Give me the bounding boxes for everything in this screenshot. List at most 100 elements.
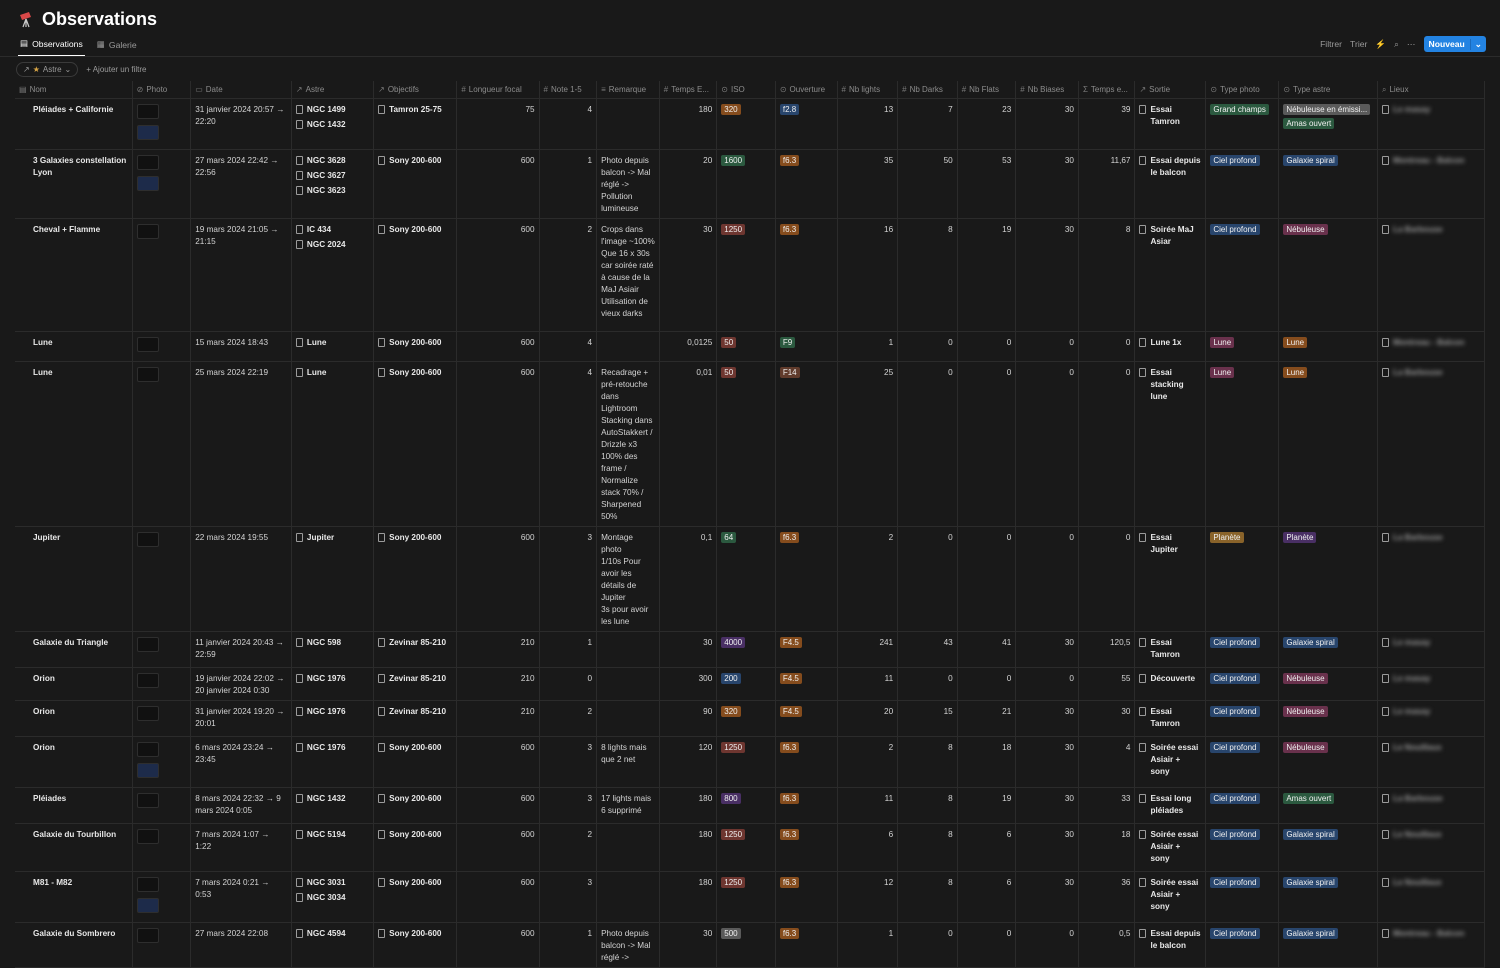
cell-type-astre[interactable]: Nébuleuse [1278,218,1378,332]
cell-name[interactable]: Pléiades [15,787,133,824]
cell-ouverture[interactable]: f6.3 [775,526,838,632]
objectif-link[interactable]: Tamron 25-75 [378,104,452,116]
cell-objectif[interactable]: Zevinar 85-210 [373,667,458,701]
objectif-link[interactable]: Sony 200-600 [378,532,452,544]
cell-ouverture[interactable]: F4.5 [775,631,838,668]
photo-thumbnail[interactable] [136,125,159,140]
lieux-link[interactable]: Le masay [1381,673,1480,685]
cell-name[interactable]: M81 - M82 [15,871,133,923]
astre-link[interactable]: NGC 3627 [295,170,369,182]
cell-objectif[interactable]: Sony 200-600 [373,787,458,824]
cell-focal[interactable]: 75 [456,98,540,150]
cell-focal[interactable]: 210 [456,667,540,701]
cell-photo[interactable] [132,218,192,332]
cell-type-photo[interactable]: Lune [1205,331,1280,362]
cell-temps-exposition[interactable]: 30 [659,922,718,968]
cell-nb-biases[interactable]: 0 [1015,361,1079,527]
cell-focal[interactable]: 600 [456,922,540,968]
cell-type-astre[interactable]: Lune [1278,361,1378,527]
photo-thumbnail[interactable] [136,224,159,239]
cell-temps-exposition[interactable]: 20 [659,149,718,219]
tab-galerie[interactable]: ▦ Galerie [95,38,139,57]
sortie-link[interactable]: Découverte [1139,673,1201,685]
sortie-link[interactable]: Lune 1x [1139,337,1201,349]
cell-objectif[interactable]: Zevinar 85-210 [373,631,458,668]
cell-astre[interactable]: Jupiter [291,526,375,632]
cell-temps-total[interactable]: 8 [1078,218,1136,332]
objectif-link[interactable]: Sony 200-600 [378,793,452,805]
cell-temps-total[interactable]: 0 [1078,331,1136,362]
cell-nb-biases[interactable]: 30 [1015,736,1079,788]
cell-date[interactable]: 22 mars 2024 19:55 [190,526,292,632]
cell-type-astre[interactable]: Galaxie spiral [1278,823,1378,872]
cell-sortie[interactable]: Essai Tamron [1134,700,1207,737]
cell-photo[interactable] [132,526,192,632]
cell-iso[interactable]: 200 [716,667,776,701]
sortie-link[interactable]: Essai depuis le balcon [1139,155,1201,179]
cell-nb-biases[interactable]: 30 [1015,787,1079,824]
photo-thumbnail[interactable] [136,176,159,191]
cell-nb-biases[interactable]: 30 [1015,98,1079,150]
lieux-link[interactable]: La Barbouse [1381,793,1480,805]
cell-nb-darks[interactable]: 0 [897,667,958,701]
objectif-link[interactable]: Sony 200-600 [378,224,452,236]
cell-focal[interactable]: 600 [456,871,540,923]
objectif-link[interactable]: Sony 200-600 [378,337,452,349]
sortie-link[interactable]: Essai depuis le balcon [1139,928,1201,952]
column-header[interactable]: # Longueur focal [456,81,540,99]
cell-objectif[interactable]: Sony 200-600 [373,361,458,527]
column-header[interactable]: ⊙ Ouverture [775,81,838,99]
objectif-link[interactable]: Sony 200-600 [378,829,452,841]
table-row[interactable]: Orion 19 janvier 2024 22:02 → 20 janvier … [15,667,1486,701]
cell-objectif[interactable]: Sony 200-600 [373,331,458,362]
column-header[interactable]: # Nb Biases [1015,81,1079,99]
cell-temps-total[interactable]: 0 [1078,526,1136,632]
cell-photo[interactable] [132,667,192,701]
cell-temps-exposition[interactable]: 120 [659,736,718,788]
photo-thumbnail[interactable] [136,337,159,352]
cell-nb-darks[interactable]: 8 [897,787,958,824]
table-row[interactable]: Galaxie du Triangle 11 janvier 2024 20:43… [15,631,1486,668]
cell-name[interactable]: Cheval + Flamme [15,218,133,332]
column-header[interactable]: # Note 1-5 [539,81,598,99]
cell-note[interactable]: 1 [539,631,598,668]
cell-photo[interactable] [132,922,192,968]
cell-note[interactable]: 1 [539,149,598,219]
cell-temps-total[interactable]: 120,5 [1078,631,1136,668]
cell-note[interactable]: 2 [539,218,598,332]
cell-date[interactable]: 27 mars 2024 22:42 → 22:56 [190,149,292,219]
cell-ouverture[interactable]: f2.8 [775,98,838,150]
cell-remarque[interactable] [596,98,660,150]
cell-temps-total[interactable]: 39 [1078,98,1136,150]
photo-thumbnail[interactable] [136,155,159,170]
cell-name[interactable]: Orion [15,700,133,737]
column-header[interactable]: # Nb Darks [897,81,958,99]
cell-name[interactable]: Lune [15,361,133,527]
cell-nb-flats[interactable]: 6 [957,871,1017,923]
cell-note[interactable]: 4 [539,98,598,150]
search-icon[interactable]: ⌕ [1394,38,1399,49]
cell-lieux[interactable]: Le Nouillaux [1377,823,1486,872]
cell-temps-total[interactable]: 30 [1078,700,1136,737]
cell-temps-total[interactable]: 0 [1078,361,1136,527]
cell-nb-darks[interactable]: 50 [897,149,958,219]
cell-temps-exposition[interactable]: 0,1 [659,526,718,632]
cell-nb-lights[interactable]: 11 [837,787,899,824]
cell-objectif[interactable]: Sony 200-600 [373,871,458,923]
cell-type-photo[interactable]: Ciel profond [1205,700,1280,737]
cell-lieux[interactable]: Montreau - Balcon [1377,922,1486,968]
cell-name[interactable]: Orion [15,736,133,788]
cell-nb-flats[interactable]: 41 [957,631,1017,668]
cell-name[interactable]: Galaxie du Triangle [15,631,133,668]
cell-type-photo[interactable]: Ciel profond [1205,631,1280,668]
sortie-link[interactable]: Essai Tamron [1139,104,1201,128]
cell-type-photo[interactable]: Ciel profond [1205,149,1280,219]
cell-focal[interactable]: 600 [456,823,540,872]
filter-chip-astre[interactable]: ↗ ★ Astre ⌄ [16,62,79,77]
cell-photo[interactable] [132,871,192,923]
cell-temps-exposition[interactable]: 180 [659,98,718,150]
cell-lieux[interactable]: Le masay [1377,98,1486,150]
cell-nb-darks[interactable]: 8 [897,218,958,332]
cell-lieux[interactable]: Le masay [1377,700,1486,737]
tab-observations[interactable]: ▤ Observations [18,38,85,57]
